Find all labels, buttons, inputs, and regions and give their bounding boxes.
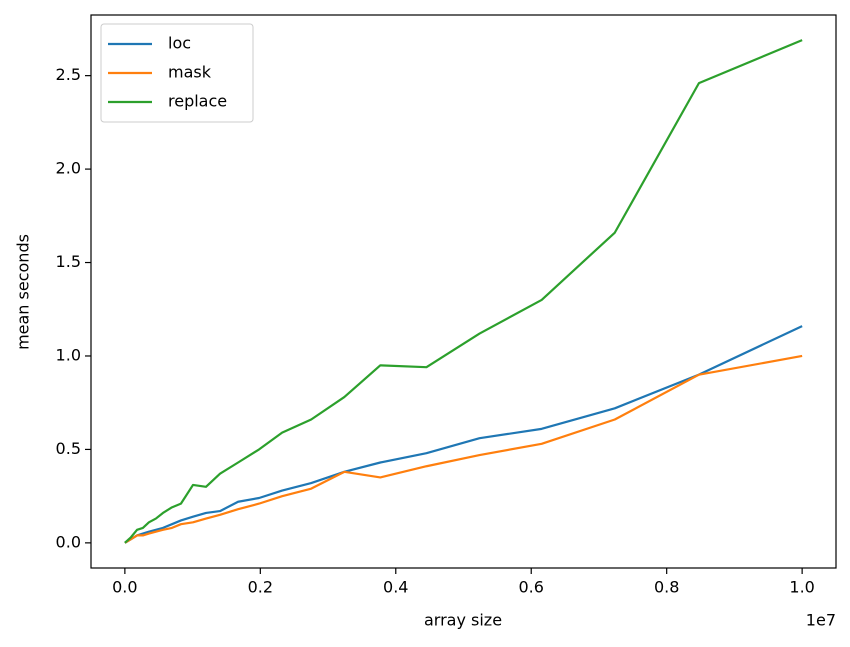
x-tick-label: 0.6	[519, 578, 544, 597]
y-tick-label: 1.5	[56, 252, 81, 271]
y-axis-label: mean seconds	[14, 234, 33, 350]
x-axis-label: array size	[424, 611, 502, 630]
x-tick-label: 0.0	[112, 578, 137, 597]
x-tick-label: 0.8	[654, 578, 679, 597]
line	[124, 354, 803, 544]
legend-label: loc	[168, 34, 191, 53]
line	[124, 39, 803, 544]
y-tick-label: 2.0	[56, 159, 81, 178]
y-tick-label: 0.5	[56, 439, 81, 458]
x-tick-label: 0.4	[383, 578, 408, 597]
line	[124, 325, 803, 544]
x-offset-label: 1e7	[806, 611, 836, 630]
y-tick-label: 1.0	[56, 345, 81, 364]
legend-label: replace	[168, 92, 227, 111]
x-tick-label: 1.0	[789, 578, 814, 597]
x-tick-label: 0.2	[248, 578, 273, 597]
y-tick-label: 0.0	[56, 532, 81, 551]
legend-box	[100, 23, 254, 123]
y-tick-label: 2.5	[56, 65, 81, 84]
legend-label: mask	[168, 63, 212, 82]
plot-frame	[90, 14, 837, 569]
